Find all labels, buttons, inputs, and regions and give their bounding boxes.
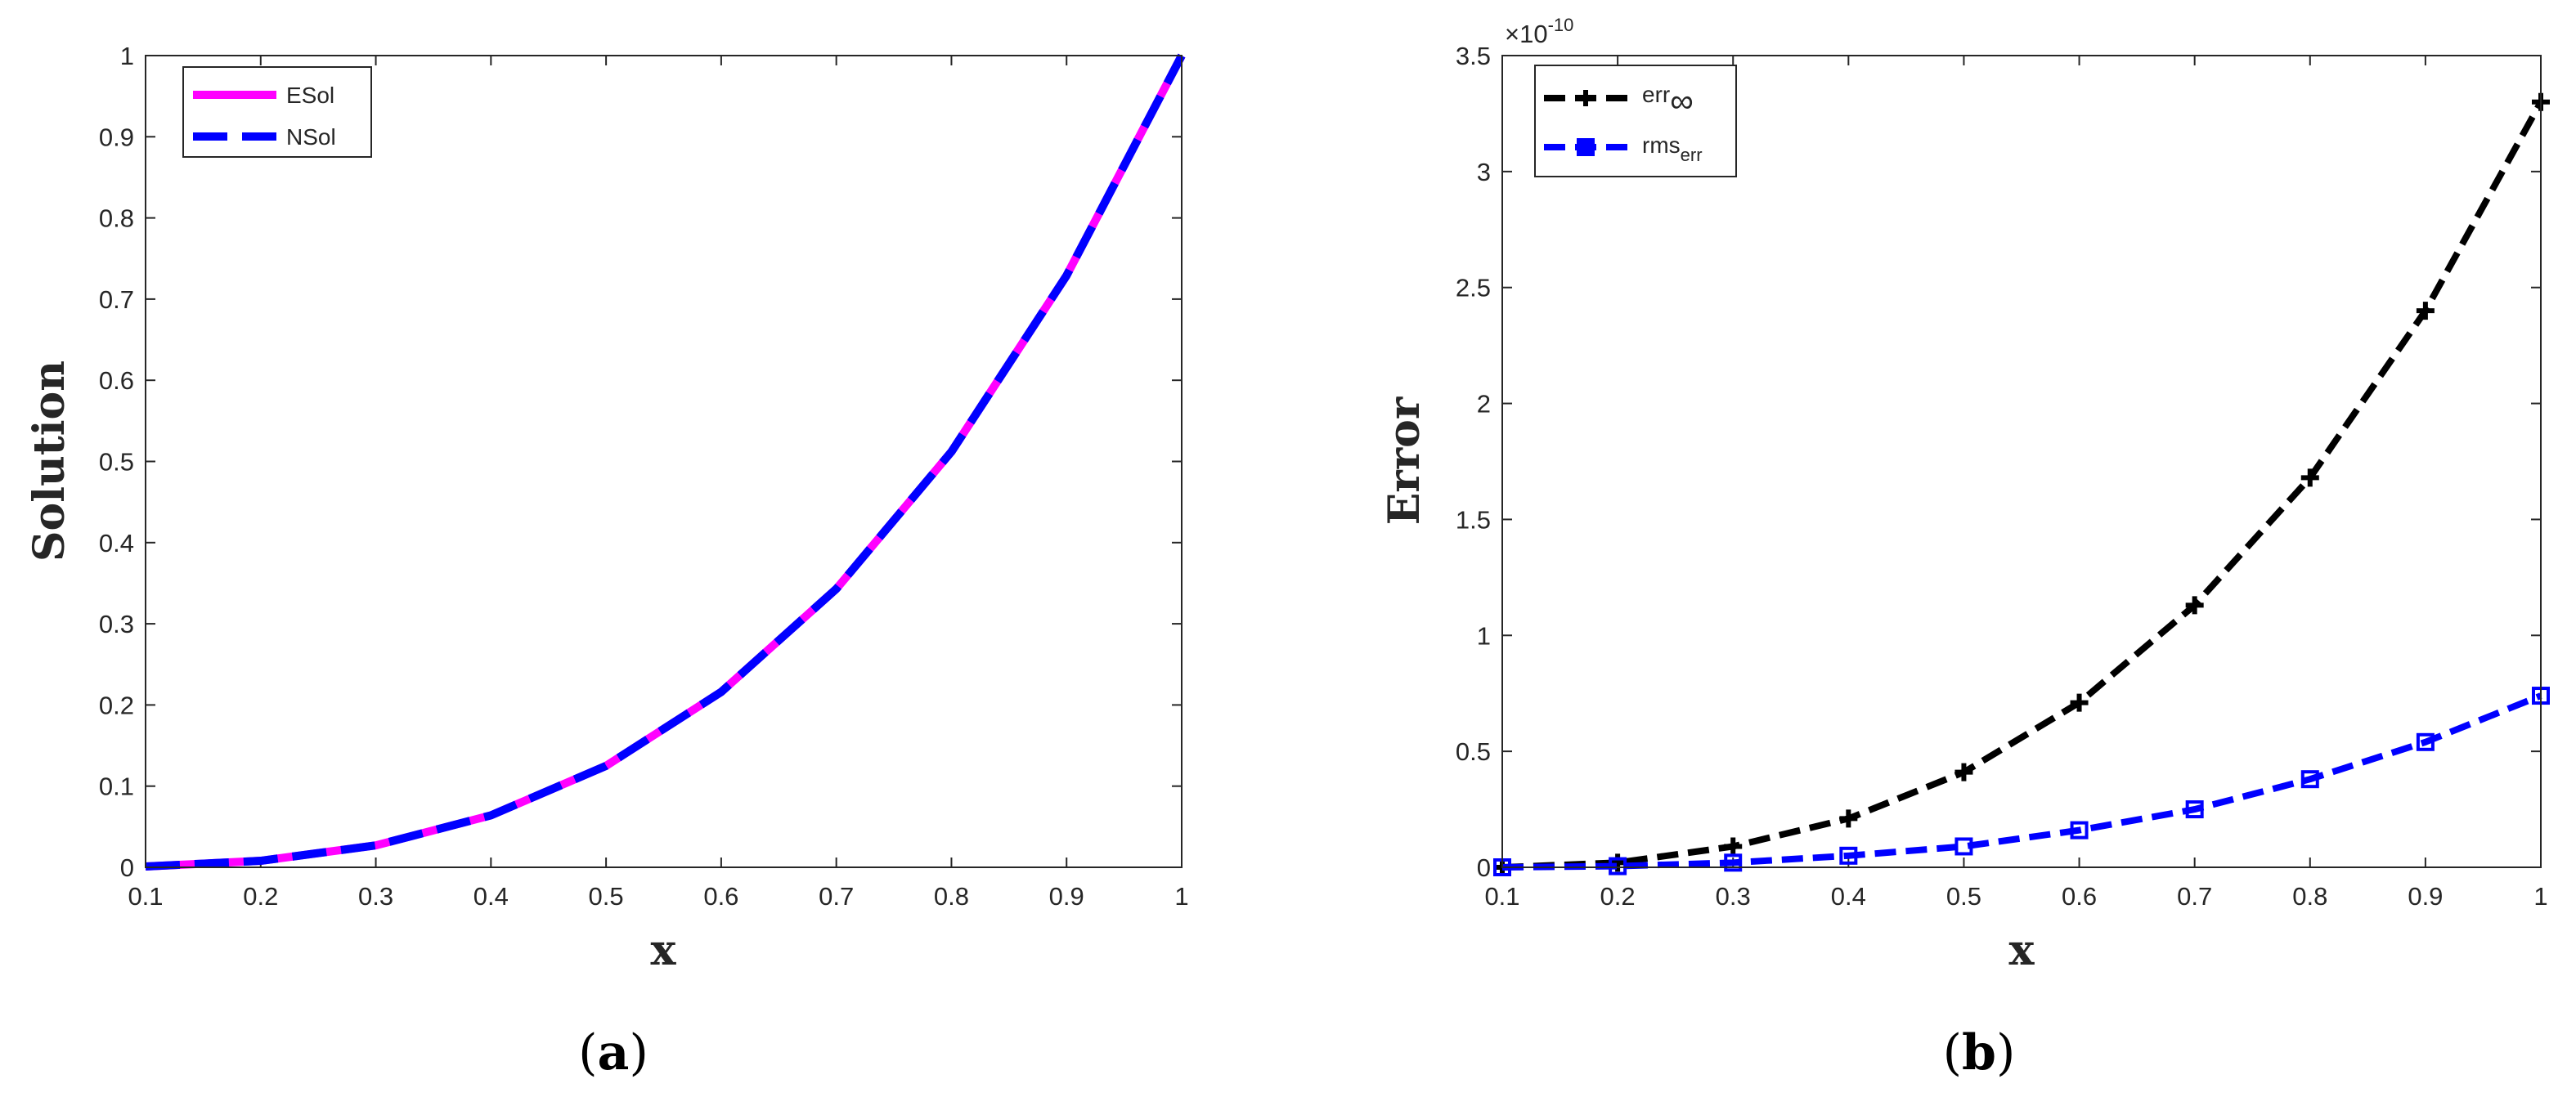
legend-label-esol: ESol <box>286 83 334 108</box>
y-tick-label: 0 <box>120 853 134 882</box>
y-tick-label: 0 <box>1477 853 1491 882</box>
legend-label-nsol: NSol <box>286 124 336 150</box>
panel-b-axes-box <box>1501 55 2542 868</box>
x-tick-label: 1 <box>2533 882 2547 911</box>
x-tick-label: 0.4 <box>1831 882 1866 911</box>
legend-label-rms-err: rmserr <box>1642 132 1703 165</box>
y-tick-label: 1.5 <box>1456 505 1491 534</box>
panel-a-series <box>145 53 1186 871</box>
data-point-err <box>2185 596 2204 615</box>
series-line-err <box>1501 100 2544 871</box>
data-point-rms <box>2070 821 2089 840</box>
x-tick-label: 0.1 <box>128 882 163 911</box>
y-tick-label: 3.5 <box>1456 42 1491 70</box>
data-point-rms <box>1839 846 1858 865</box>
y-tick-label: 0.7 <box>99 285 134 314</box>
legend-err-sub: ∞ <box>1670 83 1694 119</box>
legend-rms-sub: err <box>1681 145 1703 165</box>
legend-err-main: err <box>1642 82 1670 107</box>
y-tick-label: 0.5 <box>99 448 134 477</box>
y-tick-label: 0.4 <box>99 529 134 557</box>
y-tick-label: 1 <box>1477 621 1491 650</box>
panel-a-legend-box <box>182 66 372 158</box>
panel-b-ylabel: Error <box>1380 396 1429 525</box>
y-tick-label: 0.5 <box>1456 737 1491 766</box>
x-tick-label: 0.8 <box>2292 882 2327 911</box>
legend-marker-err-inf <box>1577 90 1594 106</box>
y-tick-label: 2 <box>1477 390 1491 419</box>
x-tick-label: 0.9 <box>1049 882 1084 911</box>
x-tick-label: 0.8 <box>934 882 969 911</box>
data-point-rms <box>2416 732 2435 751</box>
panel-a-xlabel: x <box>650 925 676 975</box>
y-tick-label: 2.5 <box>1456 274 1491 302</box>
panel-b-series <box>1493 92 2550 876</box>
y-tick-label: 0.2 <box>99 691 134 719</box>
x-tick-label: 0.4 <box>473 882 509 911</box>
x-tick-label: 0.5 <box>589 882 624 911</box>
data-point-err <box>2070 693 2089 712</box>
panel-b-xlabel: x <box>2008 925 2035 975</box>
x-tick-label: 0.2 <box>1600 882 1636 911</box>
panel-a-legend: ESol NSol <box>182 66 372 158</box>
panel-a: 0.1 0.2 0.3 0.4 0.5 0.6 0.7 0.8 0.9 100.10.20.30.… <box>25 42 1189 1081</box>
panel-b-multiplier-base: ×10 <box>1505 20 1548 48</box>
series-line-rms <box>1501 692 2542 871</box>
x-tick-label: 0.3 <box>358 882 393 911</box>
y-tick-label: 0.6 <box>99 366 134 395</box>
panel-a-ticks: 0.1 0.2 0.3 0.4 0.5 0.6 0.7 0.8 0.9 100.10.20.30.… <box>99 42 1189 911</box>
y-tick-label: 0.8 <box>99 204 134 233</box>
x-tick-label: 0.3 <box>1716 882 1751 911</box>
x-tick-label: 0.7 <box>2177 882 2212 911</box>
x-tick-label: 0.6 <box>703 882 738 911</box>
panel-a-caption-letter: a <box>598 1024 630 1081</box>
data-point-err <box>1839 809 1858 828</box>
panel-a-axes-box <box>145 55 1183 868</box>
x-tick-label: 0.7 <box>819 882 854 911</box>
data-point-rms <box>1954 837 1973 856</box>
y-tick-label: 0.1 <box>99 772 134 801</box>
x-tick-label: 1 <box>1174 882 1188 911</box>
legend-marker-rms-err <box>1577 138 1595 156</box>
x-tick-label: 0.6 <box>2062 882 2097 911</box>
y-tick-label: 1 <box>120 42 134 70</box>
series-line-esol <box>145 53 1186 871</box>
panel-b-caption-letter: b <box>1962 1024 1996 1081</box>
data-point-rms <box>1609 857 1627 875</box>
data-point-rms <box>1724 853 1743 872</box>
panel-b-legend-box <box>1534 65 1737 177</box>
x-tick-label: 0.5 <box>1946 882 1981 911</box>
panel-b-legend: err∞ rmserr <box>1534 65 1737 177</box>
series-line-nsol <box>145 53 1186 871</box>
y-tick-label: 0.3 <box>99 610 134 638</box>
panel-b-multiplier-exponent: -10 <box>1548 15 1574 35</box>
y-tick-label: 0.9 <box>99 123 134 151</box>
panel-a-ylabel: Solution <box>25 360 74 562</box>
legend-label-err-inf: err∞ <box>1642 82 1694 119</box>
data-point-rms <box>2300 770 2319 789</box>
y-tick-label: 3 <box>1477 158 1491 186</box>
data-point-rms <box>2185 800 2204 819</box>
panel-b-axis-multiplier: ×10-10 <box>1505 15 1573 48</box>
panel-b-caption: (b) <box>1943 1024 2016 1081</box>
data-point-err <box>1954 763 1973 781</box>
x-tick-label: 0.9 <box>2408 882 2443 911</box>
data-point-err <box>1724 837 1743 856</box>
x-tick-label: 0.2 <box>243 882 278 911</box>
panel-a-caption: (a) <box>578 1024 648 1081</box>
data-point-err <box>2300 468 2319 487</box>
panel-b: 0.1 0.2 0.3 0.4 0.5 0.6 0.7 0.8 0.9 1 0 0.5 1 1.5 2 2.5… <box>1380 15 2550 1081</box>
legend-rms-main: rms <box>1642 132 1681 158</box>
data-point-err <box>2416 302 2435 320</box>
x-tick-label: 0.1 <box>1484 882 1519 911</box>
